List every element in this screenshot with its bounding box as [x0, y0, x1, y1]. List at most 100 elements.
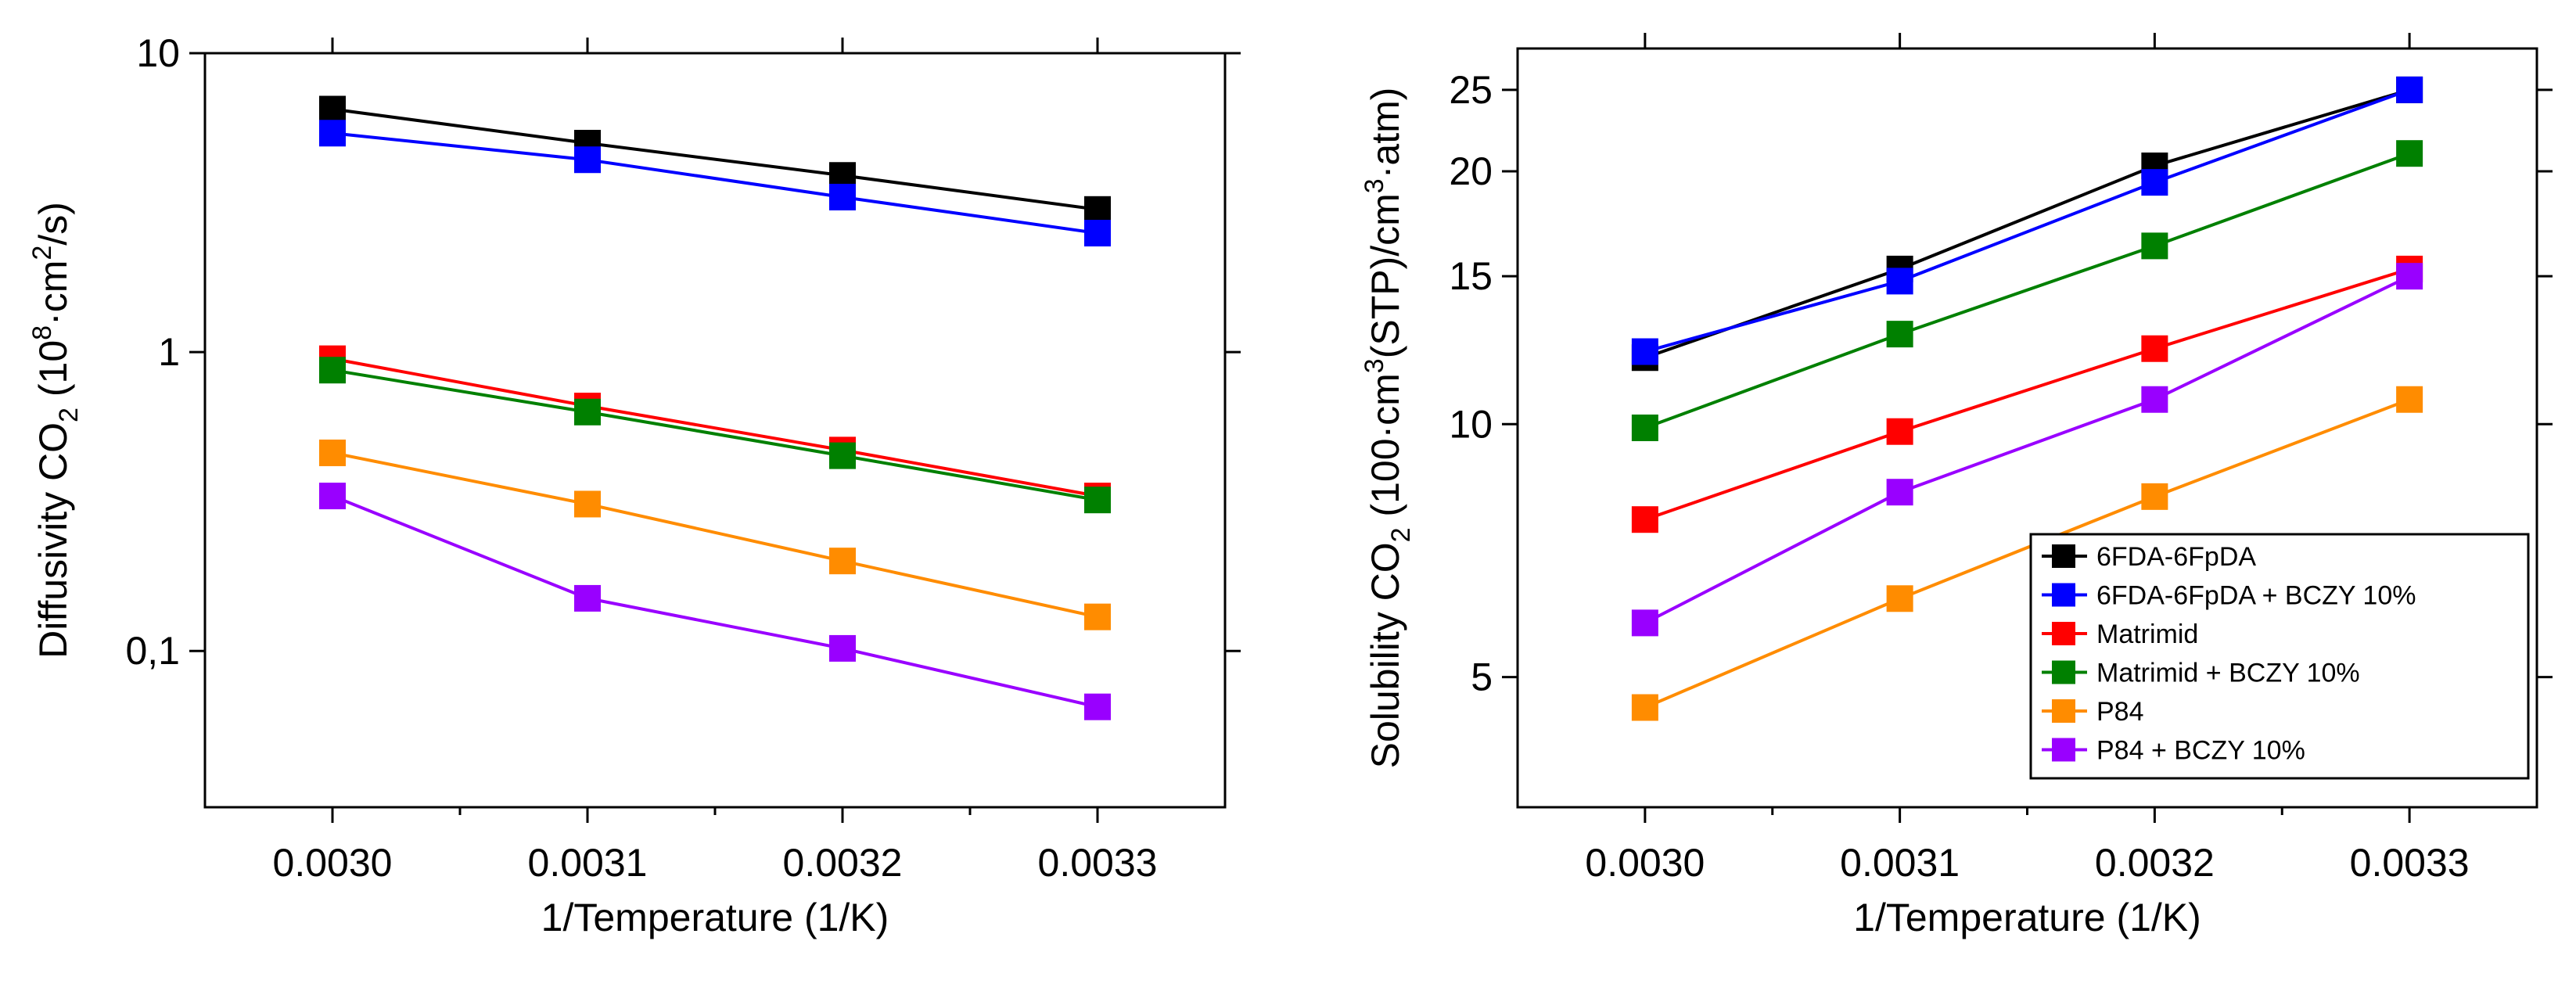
legend-marker-p84	[2052, 699, 2075, 723]
data-point-matrimid-bczy-10	[319, 357, 346, 384]
legend-marker-matrimid-bczy-10	[2052, 660, 2075, 684]
data-point-matrimid-bczy-10	[1631, 414, 1658, 441]
series-matrimid	[1631, 255, 2423, 533]
data-point-p84-bczy-10	[1886, 479, 1913, 506]
series-line-matrimid-bczy-10	[332, 368, 1098, 502]
y-axis-title-part: (100·cm	[1363, 373, 1407, 527]
data-point-p84-bczy-10	[1084, 693, 1111, 720]
y-axis-title: Diffusivity CO2 (108·cm2/s)	[27, 202, 84, 659]
chart-panel-2: 0.0030 0.0031 0.0032 0.0033 5 10 15 20 25 1/Tempe…	[1360, 33, 2553, 939]
series-line-matrimid	[1644, 268, 2410, 522]
data-point-p84	[1631, 694, 1658, 721]
series-line-6fda-6fpda	[332, 107, 1098, 211]
data-point-6fda-6fpda	[319, 95, 346, 123]
y-tick-label: 10	[1449, 402, 1493, 446]
data-point-matrimid-bczy-10	[1084, 487, 1111, 514]
series-line-6fda-6fpda-bczy-10	[332, 131, 1098, 235]
y-axis-title-part: /s)	[31, 202, 75, 246]
series-line-p84	[332, 451, 1098, 619]
y-tick-label: 20	[1449, 149, 1493, 193]
series-line-matrimid	[332, 357, 1098, 498]
data-point-p84	[574, 490, 601, 518]
series-matrimid-bczy-10	[1631, 140, 2423, 441]
data-point-p84	[319, 439, 346, 466]
data-point-6fda-6fpda-bczy-10	[1084, 220, 1111, 247]
y-axis-title-part: 3	[1360, 358, 1389, 373]
y-tick-label: 10	[136, 31, 180, 75]
series-line-6fda-6fpda-bczy-10	[1644, 88, 2410, 354]
series-6fda-6fpda-bczy-10	[1631, 76, 2423, 365]
data-point-6fda-6fpda-bczy-10	[574, 146, 601, 174]
legend-label-6fda-6fpda: 6FDA-6FpDA	[2096, 542, 2256, 572]
series-p84-bczy-10	[319, 483, 1111, 720]
x-tick-label: 0.0031	[1840, 841, 1960, 885]
data-point-p84	[2396, 386, 2423, 413]
series-p84-bczy-10	[1631, 263, 2423, 637]
data-point-p84	[1886, 585, 1913, 612]
series-p84	[319, 439, 1111, 630]
legend-label-p84: P84	[2096, 697, 2144, 727]
series-matrimid	[319, 345, 1111, 510]
data-point-matrimid-bczy-10	[829, 442, 856, 469]
legend-marker-matrimid	[2052, 622, 2075, 645]
y-axis-title: Solubility CO2 (100·cm3(STP)/cm3·atm)	[1360, 88, 1416, 769]
legend-label-matrimid: Matrimid	[2096, 619, 2198, 649]
x-tick-label: 0.0031	[528, 841, 648, 885]
x-tick-label: 0.0032	[2095, 841, 2215, 885]
y-axis-title-part: (STP)/cm	[1363, 193, 1407, 358]
data-point-matrimid-bczy-10	[574, 398, 601, 426]
y-axis-title-part: 2	[27, 246, 57, 260]
series-6fda-6fpda-bczy-10	[319, 120, 1111, 247]
data-point-6fda-6fpda-bczy-10	[1886, 268, 1913, 295]
legend-marker-p84-bczy-10	[2052, 738, 2075, 762]
data-point-p84	[1084, 603, 1111, 630]
data-point-matrimid-bczy-10	[2141, 232, 2168, 260]
x-axis-title: 1/Temperature (1/K)	[541, 896, 889, 939]
series-6fda-6fpda	[319, 95, 1111, 223]
data-point-6fda-6fpda-bczy-10	[319, 120, 346, 147]
data-point-matrimid-bczy-10	[2396, 140, 2423, 167]
data-point-p84-bczy-10	[319, 483, 346, 510]
plot-frame	[203, 52, 1227, 809]
x-axis-title: 1/Temperature (1/K)	[1853, 896, 2201, 939]
data-point-p84-bczy-10	[2396, 263, 2423, 290]
x-tick-label: 0.0030	[1585, 841, 1705, 885]
data-point-6fda-6fpda-bczy-10	[829, 183, 856, 210]
y-tick-label: 5	[1471, 655, 1493, 699]
data-point-p84-bczy-10	[574, 584, 601, 612]
data-point-6fda-6fpda	[1084, 196, 1111, 223]
data-point-p84-bczy-10	[829, 634, 856, 662]
series-line-p84	[1644, 397, 2410, 709]
data-point-p84-bczy-10	[1631, 609, 1658, 637]
y-tick-label: 1	[158, 330, 180, 374]
data-point-p84	[829, 548, 856, 575]
data-point-p84-bczy-10	[2141, 386, 2168, 413]
y-axis-title-part: ·atm)	[1363, 88, 1407, 179]
y-axis-title-part: 3	[1360, 178, 1389, 193]
y-tick-label: 15	[1449, 254, 1493, 298]
series-line-6fda-6fpda	[1644, 88, 2410, 360]
y-axis-title-part: ·cm	[31, 260, 75, 325]
y-tick-label: 0,1	[125, 629, 180, 673]
legend-label-p84-bczy-10: P84 + BCZY 10%	[2096, 736, 2305, 766]
series-matrimid-bczy-10	[319, 357, 1111, 514]
y-axis-title-part: Diffusivity CO	[31, 422, 75, 659]
y-tick-label: 25	[1449, 68, 1493, 112]
x-tick-label: 0.0030	[273, 841, 393, 885]
legend-label-6fda-6fpda-bczy-10: 6FDA-6FpDA + BCZY 10%	[2096, 581, 2416, 611]
x-tick-label: 0.0032	[783, 841, 903, 885]
legend: 6FDA-6FpDA 6FDA-6FpDA + BCZY 10% Matrimid M…	[2029, 533, 2530, 780]
y-axis-title-part: (10	[31, 340, 75, 408]
y-axis-title-part: 8	[27, 325, 57, 340]
data-point-6fda-6fpda-bczy-10	[2396, 76, 2423, 103]
x-tick-label: 0.0033	[2350, 841, 2470, 885]
data-point-p84	[2141, 483, 2168, 510]
legend-box	[2029, 533, 2530, 780]
x-tick-label: 0.0033	[1038, 841, 1158, 885]
legend-marker-6fda-6fpda-bczy-10	[2052, 583, 2075, 607]
data-point-6fda-6fpda-bczy-10	[1631, 338, 1658, 365]
series-line-matrimid-bczy-10	[1644, 152, 2410, 429]
series-p84	[1631, 386, 2423, 721]
series-line-p84-bczy-10	[332, 494, 1098, 709]
